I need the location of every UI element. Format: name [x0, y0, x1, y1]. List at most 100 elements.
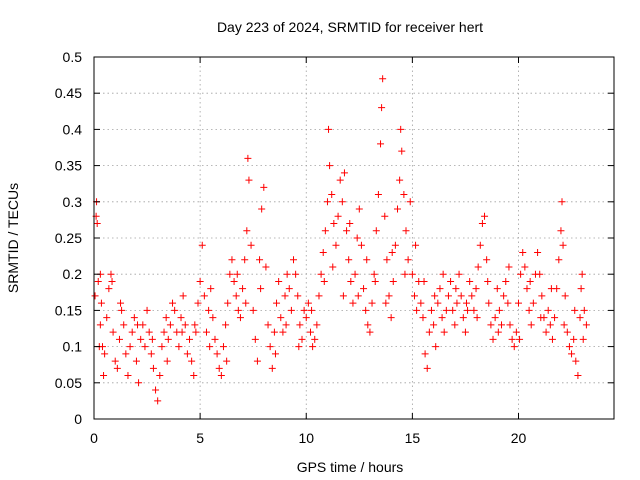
data-point: [115, 335, 123, 343]
data-point: [211, 335, 219, 343]
data-point: [294, 292, 302, 300]
data-point: [537, 314, 545, 322]
data-point: [517, 270, 525, 278]
grid: [94, 57, 614, 419]
data-point: [164, 335, 172, 343]
data-point: [223, 357, 231, 365]
data-point: [529, 299, 537, 307]
data-point: [117, 299, 125, 307]
data-point: [234, 306, 242, 314]
data-point: [398, 147, 406, 155]
data-point: [200, 292, 208, 300]
data-point: [96, 321, 104, 329]
data-point: [387, 314, 395, 322]
data-point: [459, 314, 467, 322]
data-point: [163, 357, 171, 365]
x-tick-label: 15: [405, 430, 421, 446]
y-tick-label: 0.1: [63, 339, 83, 355]
data-point: [242, 299, 250, 307]
data-point: [226, 270, 234, 278]
y-tick-label: 0.2: [63, 266, 83, 282]
data-point: [451, 321, 459, 329]
data-point: [498, 321, 506, 329]
data-point: [357, 241, 365, 249]
data-point: [152, 386, 160, 394]
data-point: [98, 343, 106, 351]
data-point: [298, 335, 306, 343]
x-axis-label: GPS time / hours: [297, 459, 404, 475]
data-point: [145, 328, 153, 336]
data-point: [304, 299, 312, 307]
data-point: [100, 372, 108, 380]
data-point: [444, 292, 452, 300]
data-point: [213, 350, 221, 358]
data-point: [308, 306, 316, 314]
data-point: [510, 343, 518, 351]
data-point: [555, 256, 563, 264]
data-point: [253, 357, 261, 365]
data-point: [385, 292, 393, 300]
data-point: [319, 248, 327, 256]
data-point: [97, 299, 105, 307]
data-point: [306, 328, 314, 336]
data-point: [190, 372, 198, 380]
data-point: [525, 306, 533, 314]
data-point: [118, 306, 126, 314]
data-point: [362, 306, 370, 314]
data-point: [452, 285, 460, 293]
data-point: [137, 335, 145, 343]
data-point: [300, 306, 308, 314]
data-point: [491, 314, 499, 322]
data-point: [470, 306, 478, 314]
data-point: [120, 321, 128, 329]
data-point: [519, 248, 527, 256]
data-point: [130, 314, 138, 322]
data-point: [113, 364, 121, 372]
data-point: [439, 270, 447, 278]
data-point: [147, 350, 155, 358]
data-point: [474, 263, 482, 271]
data-point: [135, 379, 143, 387]
data-point: [311, 335, 319, 343]
data-point: [128, 328, 136, 336]
data-point: [177, 314, 185, 322]
data-point: [206, 343, 214, 351]
data-point: [323, 198, 331, 206]
data-point: [468, 292, 476, 300]
data-point: [107, 270, 115, 278]
data-point: [389, 277, 397, 285]
data-point: [571, 306, 579, 314]
x-tick-label: 20: [511, 430, 527, 446]
data-point: [290, 256, 298, 264]
data-point: [372, 227, 380, 235]
data-point: [247, 241, 255, 249]
data-point: [256, 256, 264, 264]
data-point: [245, 176, 253, 184]
data-point: [483, 256, 491, 264]
data-point: [574, 372, 582, 380]
data-point: [122, 350, 130, 358]
data-point: [431, 292, 439, 300]
data-point: [330, 220, 338, 228]
data-point: [94, 277, 102, 285]
data-point: [258, 205, 266, 213]
data-point: [406, 198, 414, 206]
data-point: [547, 285, 555, 293]
data-point: [196, 277, 204, 285]
data-point: [101, 350, 109, 358]
data-point: [321, 227, 329, 235]
x-tick-label: 10: [298, 430, 314, 446]
data-point: [466, 277, 474, 285]
data-point: [544, 306, 552, 314]
data-point: [484, 277, 492, 285]
data-point: [370, 270, 378, 278]
data-point: [576, 314, 584, 322]
data-point: [281, 292, 289, 300]
data-point: [379, 75, 387, 83]
data-point: [166, 321, 174, 329]
data-point: [353, 234, 361, 242]
data-point: [124, 372, 132, 380]
data-point: [377, 140, 385, 148]
data-point: [408, 270, 416, 278]
data-point: [171, 306, 179, 314]
